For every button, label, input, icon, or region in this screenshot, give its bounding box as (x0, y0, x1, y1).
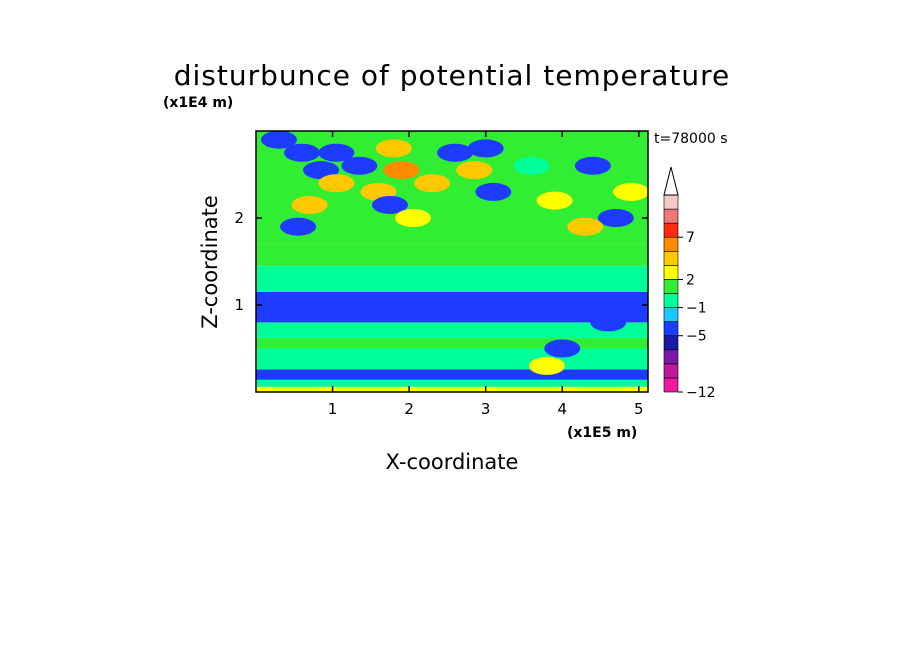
contour-feature-0 (260, 131, 297, 149)
x-tick-label-1: 2 (404, 400, 414, 418)
contour-feature-14 (371, 195, 408, 214)
contour-features (260, 131, 648, 375)
x-unit-label: (x1E5 m) (567, 425, 637, 441)
y-tick-label-1: 2 (234, 209, 244, 227)
contour-feature-24 (590, 313, 627, 332)
x-tick-label-2: 3 (481, 400, 491, 418)
contour-feature-8 (318, 174, 355, 193)
y-unit-label: (x1E4 m) (163, 95, 233, 111)
colorbar-tick-label-0: 7 (686, 230, 695, 246)
contour-feature-12 (456, 161, 493, 180)
x-axis: 1 2 3 4 5 (328, 131, 644, 418)
contour-feature-26 (528, 356, 565, 375)
x-tick-label-3: 4 (557, 400, 567, 418)
contour-feature-20 (613, 182, 648, 201)
x-tick-label-0: 1 (328, 400, 338, 418)
contour-feature-1 (283, 143, 320, 162)
contour-feature-15 (394, 209, 431, 227)
contour-feature-5 (383, 161, 420, 180)
time-label: t=78000 s (654, 131, 728, 147)
colorbar-tick-label-1: 2 (686, 272, 695, 288)
x-axis-label: X-coordinate (386, 450, 519, 474)
contour-feature-16 (475, 182, 512, 201)
contour-feature-25 (544, 339, 581, 358)
contour-feature-3 (318, 143, 355, 162)
colorbar-swatch-2 (663, 349, 679, 365)
contour-band-3 (256, 348, 648, 370)
colorbar-swatch-5 (663, 307, 679, 322)
contour-feature-21 (536, 191, 573, 210)
x-tick-label-4: 5 (634, 400, 644, 418)
contour-band-8 (256, 244, 648, 266)
colorbar-swatch-13 (663, 194, 679, 210)
colorbar-swatch-8 (663, 265, 679, 280)
contour-feature-22 (567, 217, 604, 236)
chart-title: disturbunce of potential temperature (174, 59, 731, 92)
y-tick-label-0: 1 (234, 296, 244, 314)
colorbar-swatch-10 (663, 236, 679, 252)
colorbar-swatch-9 (663, 250, 679, 266)
contour-band-1 (256, 379, 648, 387)
contour-band-6 (256, 291, 648, 323)
contour-feature-11 (437, 143, 474, 162)
contour-feature-4 (375, 139, 412, 158)
colorbar-tick-label-2: −1 (686, 301, 707, 317)
colorbar-extend-arrow (663, 166, 679, 196)
contour-feature-18 (574, 156, 611, 175)
contour-feature-10 (414, 174, 451, 193)
contour-band-0 (256, 386, 648, 392)
contour-feature-23 (513, 156, 550, 175)
colorbar-tick-label-4: −12 (686, 385, 716, 401)
colorbar-swatch-4 (663, 321, 679, 337)
contour-feature-17 (280, 217, 317, 236)
colorbar-swatch-1 (663, 363, 679, 379)
y-axis: 12 (234, 209, 648, 314)
plot-frame (255, 130, 649, 393)
contour-feature-19 (597, 209, 634, 227)
colorbar-swatch-3 (663, 335, 679, 351)
colorbar-swatch-0 (663, 377, 679, 393)
contour-feature-13 (467, 139, 504, 158)
colorbar-swatch-12 (663, 208, 679, 224)
contour-feature-9 (341, 156, 378, 175)
colorbar-swatch-6 (663, 293, 679, 308)
contour-band-5 (256, 322, 648, 339)
plot-area (256, 131, 648, 392)
colorbar-swatch-7 (663, 279, 679, 294)
colorbar: 7 2 −1 −5 −12 (663, 166, 716, 401)
contour-feature-7 (291, 195, 328, 214)
contour-band-2 (256, 369, 648, 380)
colorbar-tick-label-3: −5 (686, 329, 707, 345)
contour-feature-2 (303, 161, 340, 180)
contour-band-7 (256, 265, 648, 292)
colorbar-swatch-11 (663, 222, 679, 238)
y-axis-label: Z-coordinate (198, 195, 222, 329)
contour-band-4 (256, 338, 648, 349)
